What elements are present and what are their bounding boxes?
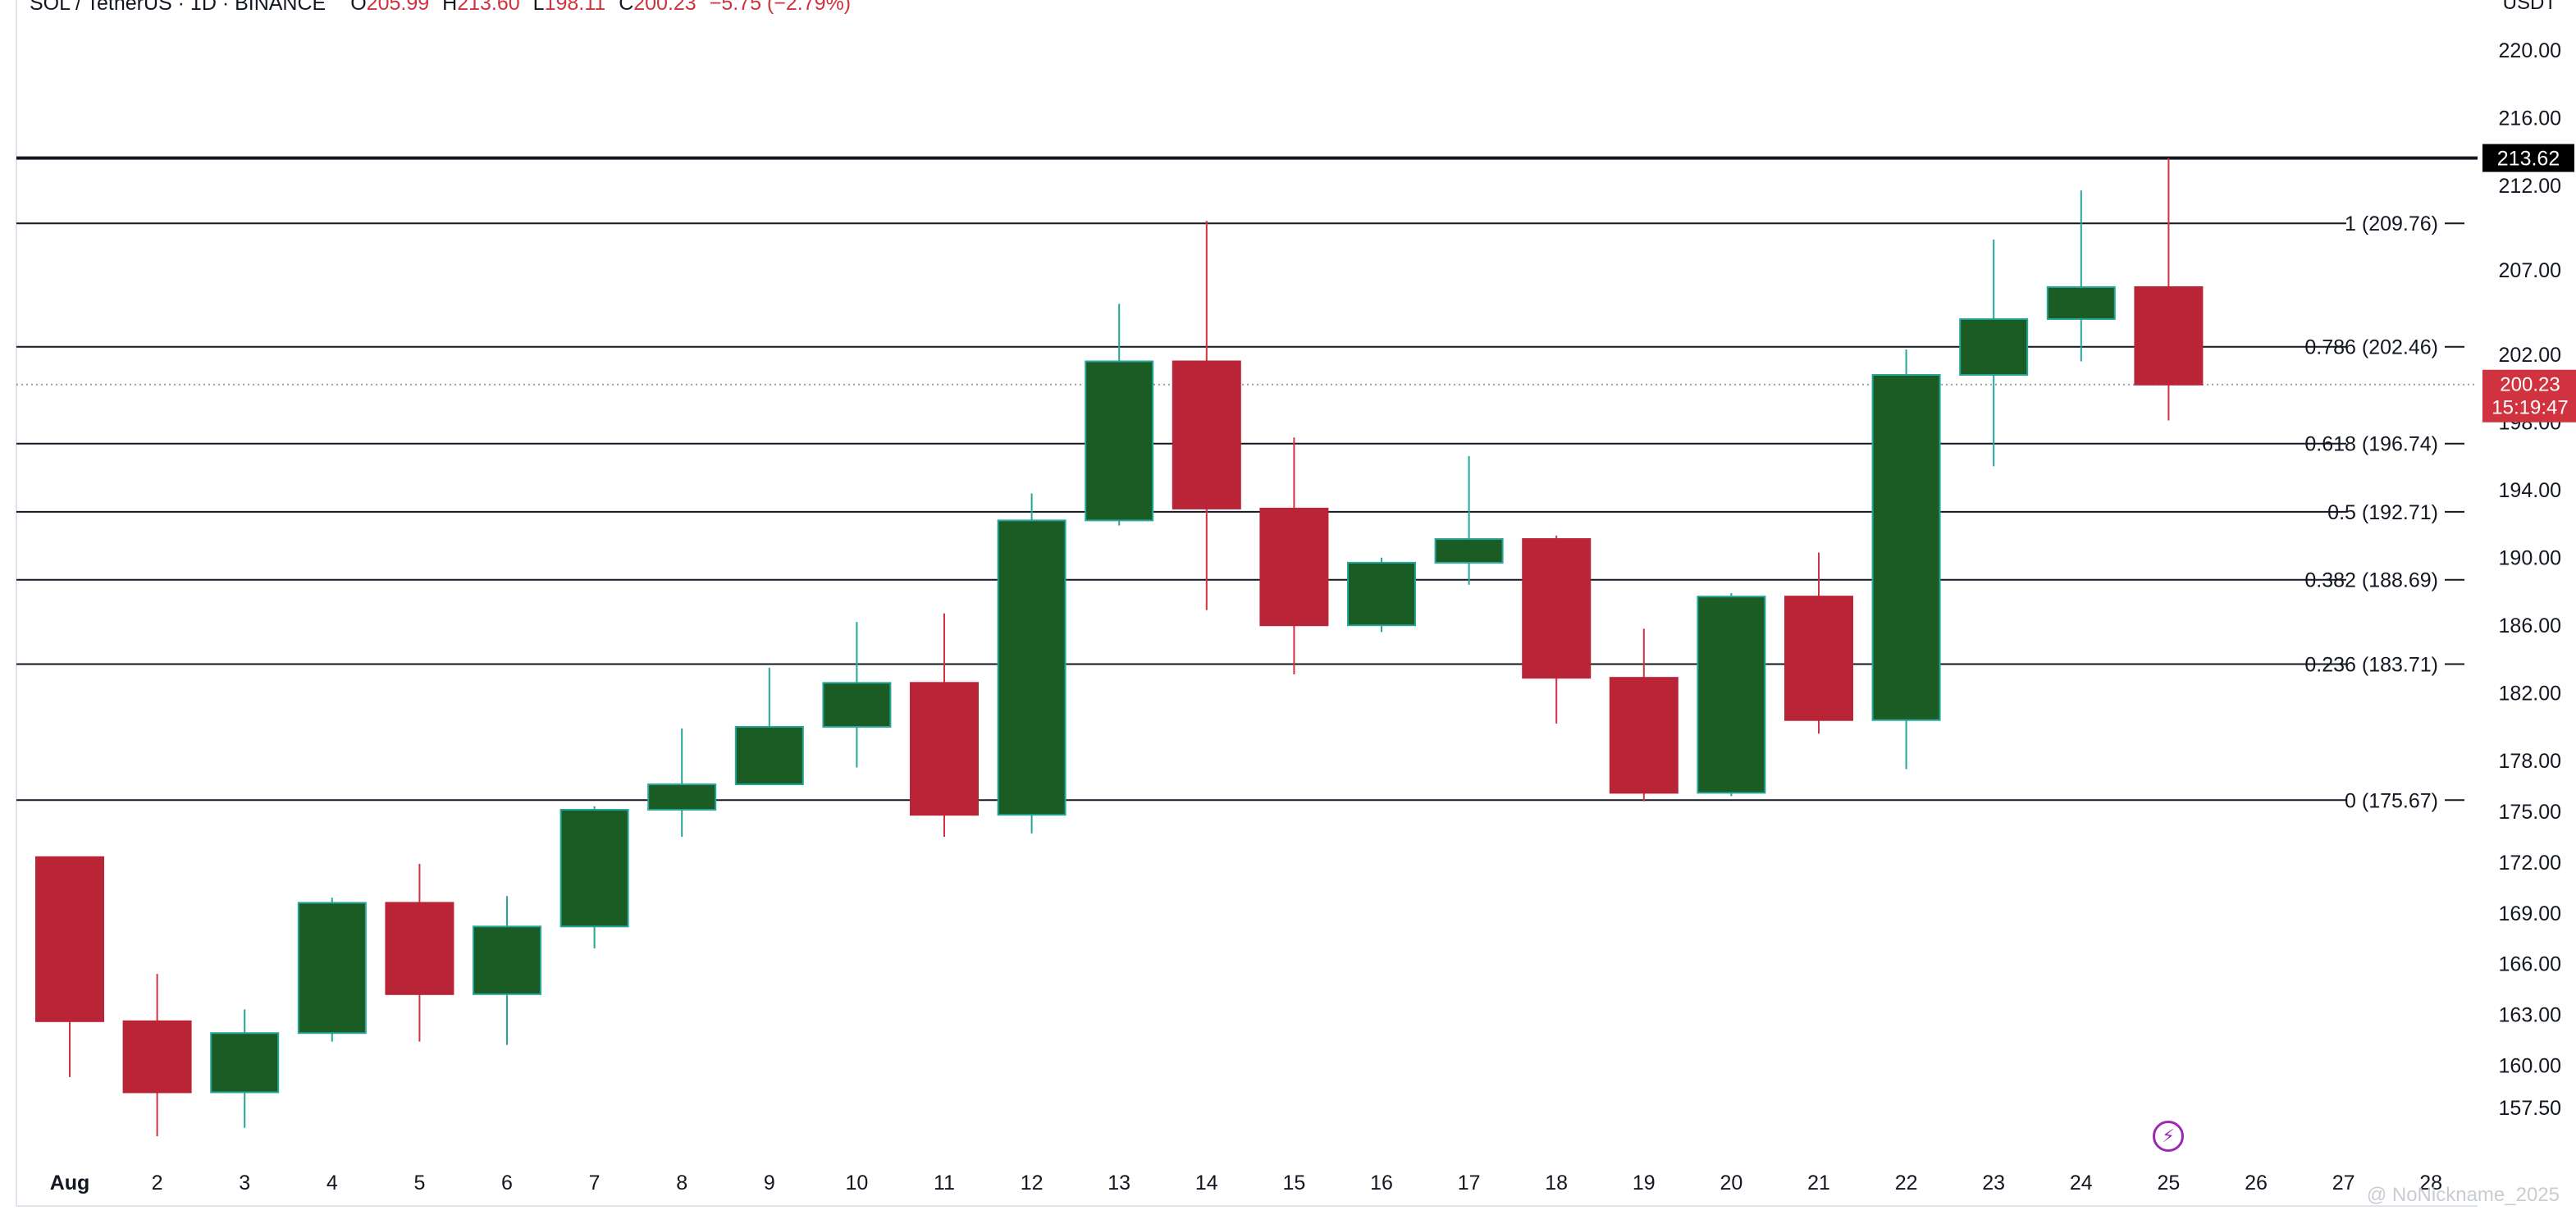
time-tick-label: 10 xyxy=(845,1172,868,1194)
candle-body-down[interactable] xyxy=(2134,285,2204,386)
time-tick-label: 11 xyxy=(934,1172,955,1194)
fib-level-label: 0.236 (183.71) xyxy=(2304,653,2438,676)
time-tick-label: 25 xyxy=(2157,1172,2180,1194)
time-tick-label: 5 xyxy=(413,1172,425,1194)
price-tick-label: 202.00 xyxy=(2499,344,2561,367)
time-tick-label: 6 xyxy=(501,1172,513,1194)
time-tick-label: 17 xyxy=(1458,1172,1481,1194)
candle-body-up[interactable] xyxy=(473,925,541,995)
candle-body-down[interactable] xyxy=(35,856,104,1022)
fib-level-label: 0 (175.67) xyxy=(2345,789,2438,812)
price-tick-label: 163.00 xyxy=(2499,1004,2561,1027)
current-price-badge xyxy=(2482,369,2576,423)
time-tick-label: 26 xyxy=(2245,1172,2268,1194)
high-key: H xyxy=(442,0,458,15)
time-tick-label: 8 xyxy=(676,1172,687,1194)
high-price-badge-label: 213.62 xyxy=(2497,148,2560,171)
price-tick-label: 182.00 xyxy=(2499,683,2561,706)
candle-body-up[interactable] xyxy=(1959,317,2029,376)
candle-body-up[interactable] xyxy=(997,519,1066,816)
price-tick-label: 190.00 xyxy=(2499,547,2561,570)
candle-body-down[interactable] xyxy=(1259,507,1329,627)
time-tick-label: 22 xyxy=(1895,1172,1918,1194)
candle-body-down[interactable] xyxy=(1784,596,1853,721)
current-price-value: 200.23 xyxy=(2500,374,2560,396)
time-tick-label: 15 xyxy=(1282,1172,1305,1194)
candle-body-up[interactable] xyxy=(560,809,629,928)
candle-body-down[interactable] xyxy=(1172,360,1241,509)
candle-body-up[interactable] xyxy=(647,783,717,811)
time-tick-label: 24 xyxy=(2070,1172,2093,1194)
price-tick-label: 220.00 xyxy=(2499,39,2561,62)
price-tick-label: 160.00 xyxy=(2499,1054,2561,1077)
fib-level-label: 0.382 (188.69) xyxy=(2304,569,2438,592)
price-tick-label: 172.00 xyxy=(2499,852,2561,875)
price-tick-label: 212.00 xyxy=(2499,175,2561,198)
close-value: 200.23 xyxy=(633,0,697,15)
candle-body-up[interactable] xyxy=(1434,538,1504,564)
time-tick-label: Aug xyxy=(50,1172,90,1194)
fib-level-label: 1 (209.76) xyxy=(2345,212,2438,235)
price-tick-label: 186.00 xyxy=(2499,614,2561,637)
high-value: 213.60 xyxy=(457,0,520,15)
time-tick-label: 28 xyxy=(2419,1172,2442,1194)
time-tick-label: 14 xyxy=(1195,1172,1218,1194)
price-tick-label: 178.00 xyxy=(2499,750,2561,773)
time-tick-label: 23 xyxy=(1982,1172,2005,1194)
candle-body-up[interactable] xyxy=(297,902,367,1035)
time-tick-label: 4 xyxy=(327,1172,338,1194)
time-tick-label: 21 xyxy=(1807,1172,1830,1194)
time-tick-label: 9 xyxy=(764,1172,775,1194)
price-tick-label: 157.50 xyxy=(2499,1097,2561,1120)
candle-body-up[interactable] xyxy=(1697,596,1766,794)
watermark-text: @ NoNickname_2025 xyxy=(2366,1184,2560,1206)
candle-body-up[interactable] xyxy=(1085,360,1154,522)
candle-body-down[interactable] xyxy=(910,682,979,816)
price-tick-label: 166.00 xyxy=(2499,953,2561,976)
time-tick-label: 18 xyxy=(1545,1172,1568,1194)
change-value: −5.75 (−2.79%) xyxy=(709,0,852,15)
time-tick-label: 20 xyxy=(1720,1172,1742,1194)
candle-body-down[interactable] xyxy=(122,1020,192,1094)
bar-countdown: 15:19:47 xyxy=(2492,397,2568,419)
fib-level-label: 0.786 (202.46) xyxy=(2304,336,2438,359)
price-tick-label: 207.00 xyxy=(2499,259,2561,282)
time-tick-label: 2 xyxy=(152,1172,163,1194)
candle-body-down[interactable] xyxy=(1609,677,1679,794)
symbol-label: SOL / TetherUS · 1D · BINANCE xyxy=(30,0,327,15)
fib-level-label: 0.618 (196.74) xyxy=(2304,433,2438,456)
candle-body-up[interactable] xyxy=(734,725,804,786)
candle-body-up[interactable] xyxy=(1347,561,1416,627)
candle-body-up[interactable] xyxy=(1871,373,1941,721)
lightning-icon[interactable]: ⚡ xyxy=(2153,1121,2184,1152)
time-tick-label: 13 xyxy=(1108,1172,1130,1194)
fib-level-label: 0.5 (192.71) xyxy=(2327,501,2438,524)
time-tick-label: 7 xyxy=(589,1172,601,1194)
candle-body-down[interactable] xyxy=(385,902,454,995)
open-key: O xyxy=(350,0,367,15)
time-tick-label: 19 xyxy=(1633,1172,1656,1194)
candle-body-up[interactable] xyxy=(210,1032,280,1094)
time-tick-label: 3 xyxy=(239,1172,250,1194)
time-tick-label: 27 xyxy=(2332,1172,2355,1194)
low-key: L xyxy=(532,0,545,15)
open-value: 205.99 xyxy=(366,0,430,15)
currency-label: USDT xyxy=(2502,0,2556,14)
price-tick-label: 175.00 xyxy=(2499,801,2561,824)
low-value: 198.11 xyxy=(544,0,606,15)
candle-body-up[interactable] xyxy=(2046,285,2116,320)
candle-body-down[interactable] xyxy=(1522,538,1592,679)
close-key: C xyxy=(619,0,634,15)
candle-body-up[interactable] xyxy=(822,682,892,728)
high-price-badge xyxy=(2482,144,2574,172)
price-tick-label: 194.00 xyxy=(2499,479,2561,502)
price-tick-label: 169.00 xyxy=(2499,902,2561,925)
time-tick-label: 12 xyxy=(1021,1172,1044,1194)
price-tick-label: 216.00 xyxy=(2499,107,2561,130)
time-tick-label: 16 xyxy=(1370,1172,1393,1194)
